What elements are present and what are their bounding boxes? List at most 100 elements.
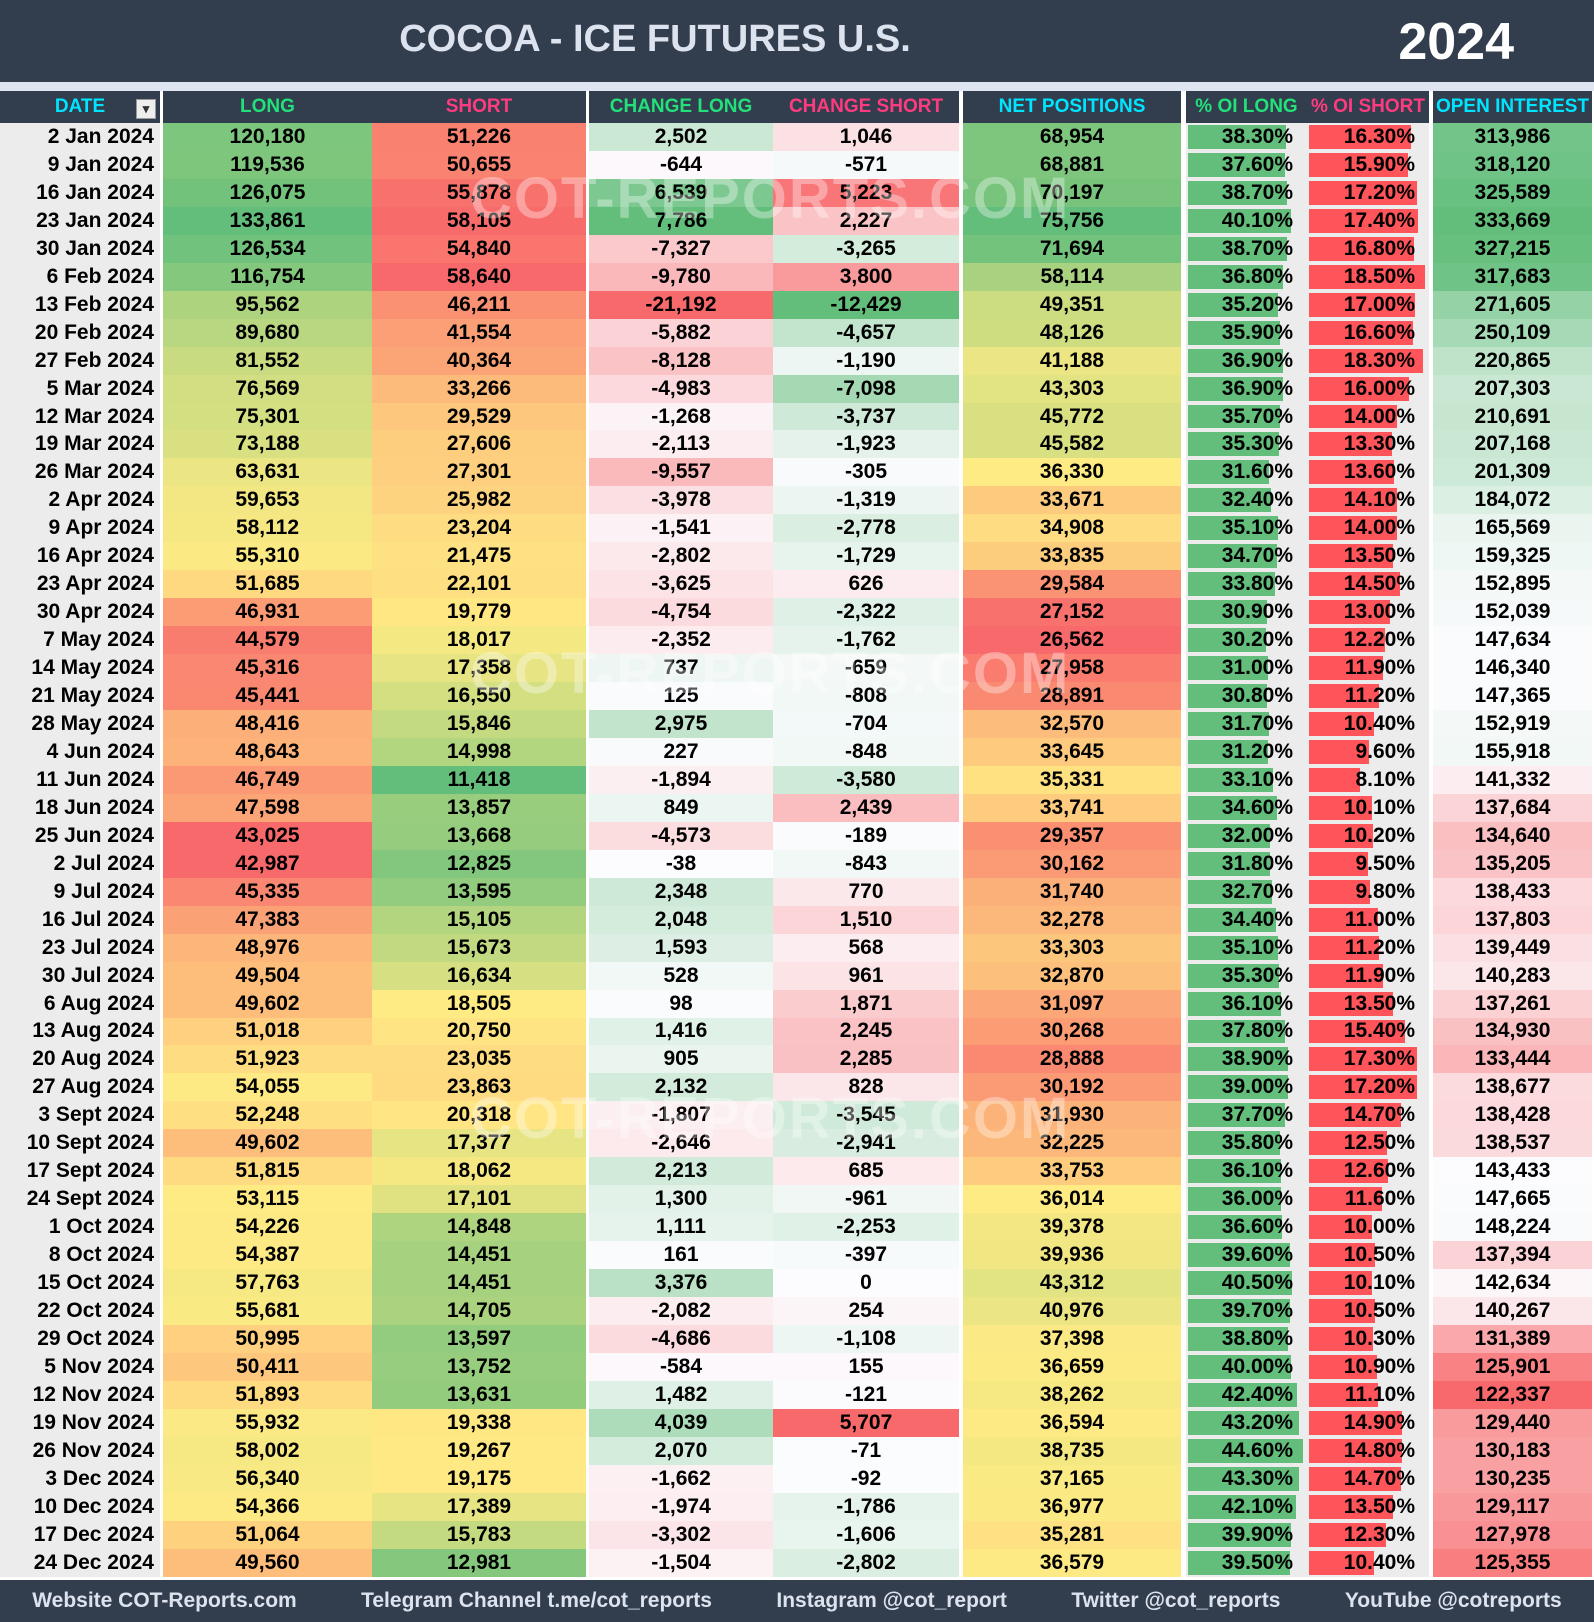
cell-value: -584 xyxy=(659,1354,703,1378)
oi-short-data-bar xyxy=(1309,1215,1372,1240)
cell-short: 25,982 xyxy=(372,486,586,515)
cell-change-long: 2,213 xyxy=(589,1157,773,1186)
table-row: 2 Jan 2024 120,180 51,226 2,502 1,046 68,954 3… xyxy=(0,123,1594,151)
cell-value: 1,111 xyxy=(655,1215,707,1239)
cell-value: -4,686 xyxy=(651,1326,711,1350)
cell-value: 30,268 xyxy=(1039,1019,1105,1043)
cell-pct-oi-short: 14.70% xyxy=(1307,1464,1429,1493)
cell-change-long: 2,975 xyxy=(589,710,773,738)
footer-website-link[interactable]: Website COT-Reports.com xyxy=(32,1589,297,1612)
header-change-long: CHANGE LONG xyxy=(589,91,773,123)
cell-open-interest: 135,205 xyxy=(1433,849,1592,878)
cell-pct-oi-short: 13.60% xyxy=(1307,458,1429,487)
footer-twitter-link[interactable]: Twitter @cot_reports xyxy=(1071,1589,1281,1612)
cell-value: 11 Jun 2024 xyxy=(36,767,154,791)
oi-short-data-bar xyxy=(1309,767,1360,792)
cell-pct-oi-long: 36.90% xyxy=(1186,346,1307,375)
cell-short: 33,266 xyxy=(372,374,586,403)
cell-change-short: 2,439 xyxy=(773,793,959,822)
cell-open-interest: 152,895 xyxy=(1433,570,1592,599)
oi-long-data-bar xyxy=(1188,516,1279,541)
cell-change-short: -961 xyxy=(773,1185,959,1214)
cell-value: 3 Dec 2024 xyxy=(45,1466,154,1490)
cell-value: 125,355 xyxy=(1474,1550,1551,1574)
cell-value: 33.10% xyxy=(1221,767,1293,791)
cell-value: 318,120 xyxy=(1474,152,1551,176)
cell-pct-oi-long: 42.10% xyxy=(1186,1492,1307,1521)
cell-value: 54,226 xyxy=(235,1215,300,1239)
cell-value: -3,302 xyxy=(651,1522,711,1546)
cell-value: 140,283 xyxy=(1474,963,1551,987)
cell-value: 10.50% xyxy=(1343,1243,1415,1267)
cell-pct-oi-long: 31.20% xyxy=(1186,737,1307,766)
cell-change-short: -305 xyxy=(773,458,959,487)
table-row: 21 May 2024 45,441 16,550 125 -808 28,891 30.8… xyxy=(0,682,1594,711)
cell-value: 10.50% xyxy=(1343,1299,1415,1322)
cell-change-long: -8,128 xyxy=(589,346,773,375)
cell-open-interest: 134,930 xyxy=(1433,1017,1592,1046)
cell-pct-oi-long: 34.60% xyxy=(1186,793,1307,822)
cell-value: 685 xyxy=(848,1159,884,1183)
cell-long: 47,598 xyxy=(163,793,372,822)
cell-change-long: -3,625 xyxy=(589,570,773,599)
oi-short-data-bar xyxy=(1309,488,1398,513)
cell-long: 45,441 xyxy=(163,682,372,711)
cell-value: 36.90% xyxy=(1221,376,1293,400)
cell-value: 184,072 xyxy=(1474,488,1551,512)
table-row: 3 Sept 2024 52,248 20,318 -1,807 -3,545 31,93… xyxy=(0,1101,1594,1130)
cell-change-short: 770 xyxy=(773,877,959,906)
cell-change-short: -3,580 xyxy=(773,765,959,794)
oi-long-data-bar xyxy=(1188,320,1281,345)
cell-value: 140,267 xyxy=(1474,1299,1551,1322)
cell-value: 36,330 xyxy=(1039,460,1105,484)
cell-value: 250,109 xyxy=(1474,320,1551,344)
cell-value: 147,365 xyxy=(1474,684,1551,708)
cell-long: 55,310 xyxy=(163,542,372,571)
cell-pct-oi-long: 38.80% xyxy=(1186,1324,1307,1353)
cell-net-positions: 36,977 xyxy=(963,1492,1181,1521)
cell-short: 17,101 xyxy=(372,1185,586,1214)
oi-short-data-bar xyxy=(1309,935,1379,960)
footer-telegram-link[interactable]: Telegram Channel t.me/cot_reports xyxy=(361,1589,712,1612)
oi-short-data-bar xyxy=(1309,823,1373,848)
cell-change-long: 2,502 xyxy=(589,123,773,151)
cell-change-short: 1,510 xyxy=(773,905,959,934)
table-row: 26 Nov 2024 58,002 19,267 2,070 -71 38,735 44.… xyxy=(0,1436,1594,1465)
cell-date: 27 Feb 2024 xyxy=(0,346,160,375)
cell-change-long: -4,754 xyxy=(589,598,773,627)
cell-value: 155,918 xyxy=(1474,739,1551,763)
oi-long-data-bar xyxy=(1188,1075,1289,1100)
cell-value: -1,504 xyxy=(651,1550,711,1574)
cell-net-positions: 37,165 xyxy=(963,1464,1181,1493)
cell-change-long: -9,557 xyxy=(589,458,773,487)
cell-value: 210,691 xyxy=(1474,404,1551,428)
cell-value: 11.90% xyxy=(1344,963,1415,987)
cell-value: 12 Mar 2024 xyxy=(34,404,154,428)
cell-change-long: 227 xyxy=(589,737,773,766)
cell-value: 14,998 xyxy=(446,739,512,763)
cell-value: -2,253 xyxy=(836,1215,896,1239)
footer-instagram-link[interactable]: Instagram @cot_report xyxy=(776,1589,1007,1612)
cell-value: 152,895 xyxy=(1474,572,1551,596)
header-open-interest: OPEN INTEREST xyxy=(1433,91,1592,123)
cell-net-positions: 33,303 xyxy=(963,933,1181,962)
cell-value: 129,440 xyxy=(1474,1410,1551,1434)
cell-open-interest: 333,669 xyxy=(1433,206,1592,235)
cell-change-long: 161 xyxy=(589,1241,773,1270)
cell-value: 51,893 xyxy=(235,1382,300,1406)
cell-change-long: -1,541 xyxy=(589,514,773,543)
cell-value: -189 xyxy=(844,823,888,847)
cell-pct-oi-long: 33.80% xyxy=(1186,570,1307,599)
cell-value: 38.70% xyxy=(1221,236,1293,260)
filter-sort-icon[interactable]: ▾ xyxy=(136,99,156,119)
cell-date: 16 Apr 2024 xyxy=(0,542,160,571)
cell-value: 55,932 xyxy=(235,1410,300,1434)
cell-net-positions: 32,570 xyxy=(963,710,1181,738)
cell-date: 25 Jun 2024 xyxy=(0,821,160,850)
table-row: 3 Dec 2024 56,340 19,175 -1,662 -92 37,165 43.… xyxy=(0,1464,1594,1493)
cell-change-short: -121 xyxy=(773,1380,959,1409)
cell-value: 35,331 xyxy=(1039,767,1105,791)
cell-change-long: -1,894 xyxy=(589,765,773,794)
footer-youtube-link[interactable]: YouTube @cotreports xyxy=(1344,1589,1562,1612)
cell-value: 14.50% xyxy=(1343,572,1415,596)
